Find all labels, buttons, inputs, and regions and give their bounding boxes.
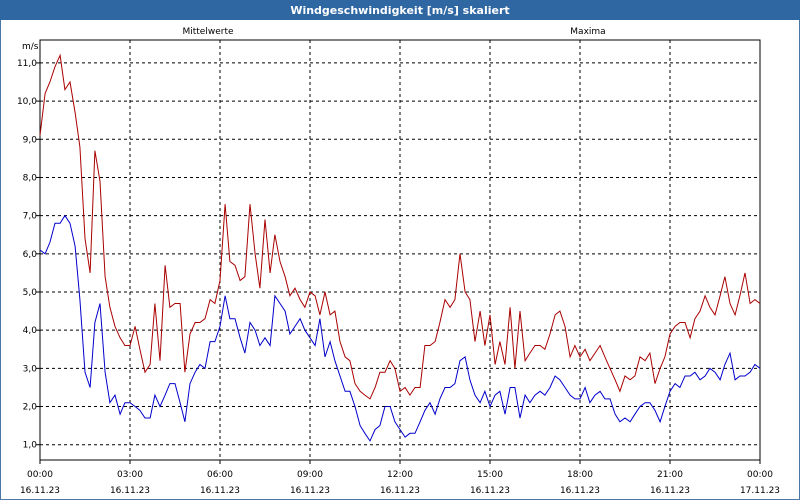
x-tick-time: 15:00 (477, 470, 503, 480)
series-line-mittelwerte (39, 214, 761, 442)
legend-maxima: Maxima (570, 27, 605, 37)
x-tick-time: 12:00 (387, 470, 413, 480)
x-tick-date: 16.11.23 (380, 486, 420, 496)
x-tick-date: 16.11.23 (20, 486, 60, 496)
x-tick-time: 18:00 (567, 470, 593, 480)
y-tick-label: 3,0 (23, 364, 38, 374)
y-tick-label: 5,0 (23, 288, 38, 298)
y-tick-label: 10,0 (17, 97, 37, 107)
y-tick-label: 7,0 (23, 212, 38, 222)
grid-lines (40, 40, 760, 460)
x-tick-time: 06:00 (207, 470, 233, 480)
y-tick-label: 2,0 (23, 403, 38, 413)
x-tick-date: 16.11.23 (200, 486, 240, 496)
x-tick-time: 03:00 (117, 470, 143, 480)
y-tick-label: 4,0 (23, 326, 38, 336)
x-tick-date: 16.11.23 (290, 486, 330, 496)
series-line-maxima (39, 53, 761, 400)
y-tick-label: 9,0 (23, 135, 38, 145)
y-tick-label: 8,0 (23, 173, 38, 183)
x-axis-ticks: 00:00 16.11.23 03:00 16.11.23 06:00 16.11.23 0… (20, 460, 780, 496)
y-tick-label: 11,0 (17, 59, 37, 69)
x-tick-date: 16.11.23 (110, 486, 150, 496)
x-tick-time: 09:00 (297, 470, 323, 480)
y-axis-label: m/s (22, 42, 39, 52)
y-axis-ticks: 1,0 2,0 3,0 4,0 5,0 6,0 7,0 8,0 9,0 10,0 11,0 (17, 59, 40, 451)
y-tick-label: 1,0 (23, 441, 38, 451)
x-tick-date: 17.11.23 (740, 486, 780, 496)
x-tick-date: 16.11.23 (650, 486, 690, 496)
y-tick-label: 6,0 (23, 250, 38, 260)
window-title: Windgeschwindigkeit [m/s] skaliert (0, 0, 800, 20)
x-tick-date: 16.11.23 (470, 486, 510, 496)
x-tick-time: 21:00 (657, 470, 683, 480)
x-tick-date: 16.11.23 (560, 486, 600, 496)
legend-mittelwerte: Mittelwerte (182, 27, 233, 37)
x-tick-time: 00:00 (27, 470, 53, 480)
x-tick-time: 00:00 (747, 470, 773, 480)
data-series (39, 53, 761, 442)
